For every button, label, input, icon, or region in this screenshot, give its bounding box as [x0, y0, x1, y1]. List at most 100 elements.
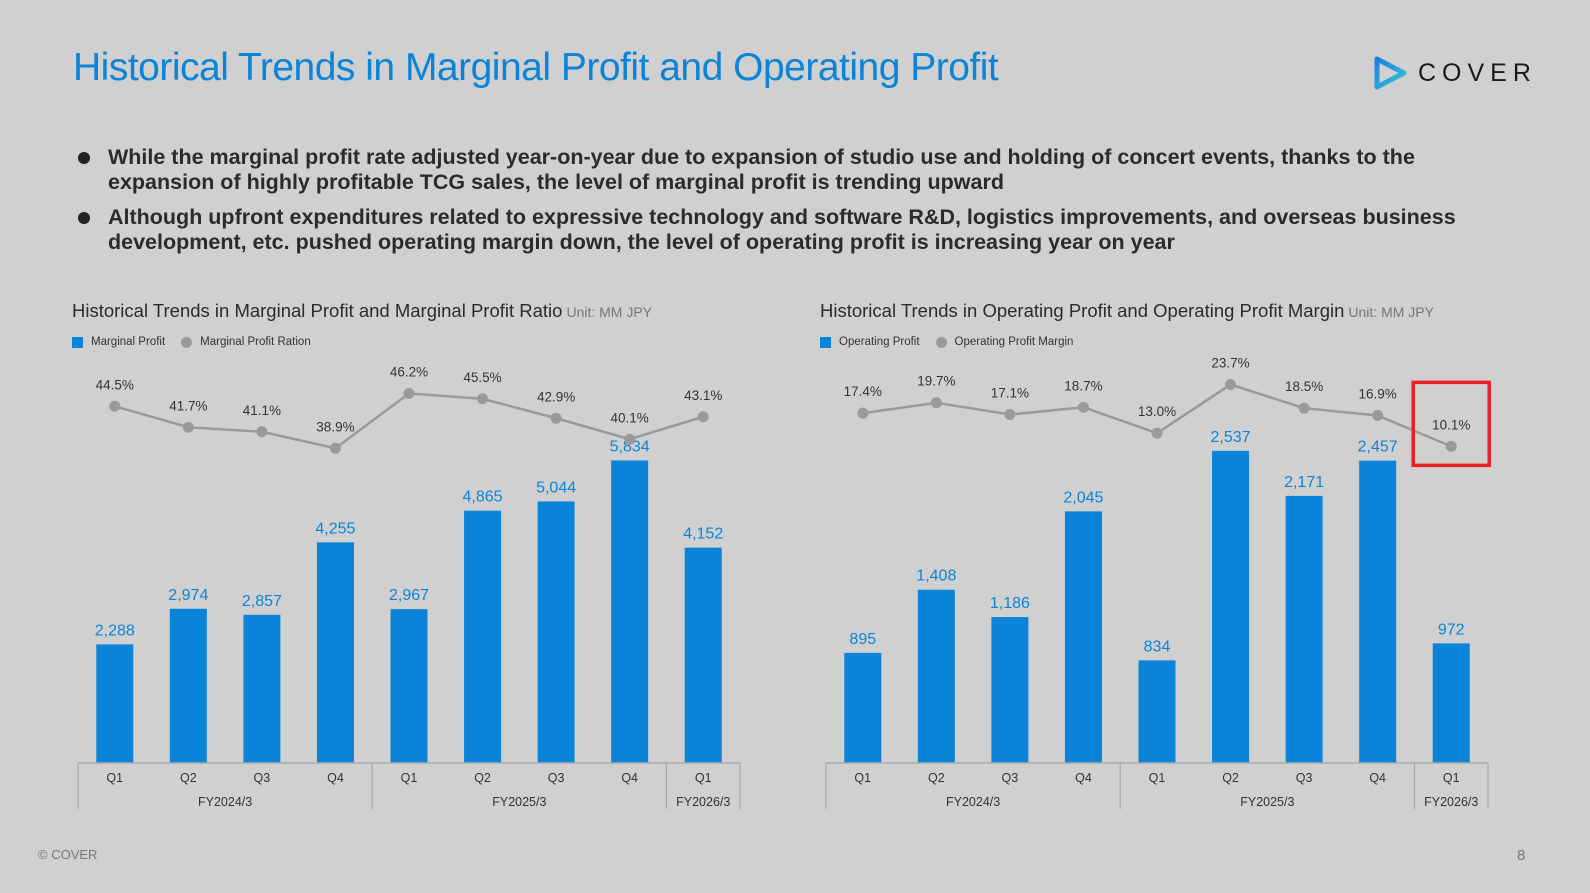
x-tick-label: Q2 — [1222, 771, 1239, 785]
highlight-box — [1411, 380, 1491, 468]
bar-value-label: 2,045 — [1063, 489, 1103, 506]
line-value-label: 18.5% — [1285, 379, 1323, 394]
x-tick-label: Q4 — [327, 771, 344, 785]
line-value-label: 41.7% — [169, 398, 207, 413]
line-value-label: 40.1% — [611, 410, 649, 425]
line-point — [109, 400, 121, 412]
bar-value-label: 1,408 — [916, 568, 956, 585]
line-value-label: 42.9% — [537, 389, 575, 404]
bar — [1359, 460, 1397, 763]
bar — [243, 614, 281, 763]
bar-value-label: 2,288 — [95, 622, 135, 639]
bar — [1064, 511, 1102, 763]
bar-value-label: 895 — [849, 631, 876, 648]
x-group-label: FY2024/3 — [946, 795, 1000, 809]
bar-value-label: 2,857 — [242, 593, 282, 610]
line-point — [256, 426, 268, 438]
x-tick-label: Q1 — [401, 771, 418, 785]
x-tick-label: Q4 — [1369, 771, 1386, 785]
marginal-chart-title: Historical Trends in Marginal Profit and… — [72, 300, 652, 322]
bar-value-label: 5,044 — [536, 479, 576, 496]
bullet-text: While the marginal profit rate adjusted … — [108, 145, 1415, 194]
bar-value-label: 972 — [1438, 621, 1465, 638]
line-value-label: 13.0% — [1138, 404, 1176, 419]
x-tick-label: Q1 — [1149, 771, 1166, 785]
bar-value-label: 2,537 — [1211, 429, 1251, 446]
operating-chart-title: Historical Trends in Operating Profit an… — [820, 300, 1434, 322]
bar-value-label: 4,865 — [463, 489, 503, 506]
bar-value-label: 2,974 — [168, 587, 208, 604]
legend-line-marker-icon — [181, 336, 193, 348]
bullet-item: While the marginal profit rate adjusted … — [78, 145, 1518, 195]
bar-value-label: 834 — [1144, 638, 1171, 655]
bar-value-label: 1,186 — [990, 595, 1030, 612]
line-point — [1077, 401, 1089, 413]
bar — [464, 510, 502, 763]
line-value-label: 18.7% — [1064, 378, 1102, 393]
line-point — [624, 433, 636, 445]
summary-bullets: While the marginal profit rate adjusted … — [78, 145, 1518, 265]
cover-logo: COVER — [1372, 55, 1537, 91]
bullet-text: Although upfront expenditures related to… — [108, 205, 1456, 254]
x-tick-label: Q4 — [621, 771, 638, 785]
x-group-label: FY2025/3 — [492, 795, 546, 809]
line-value-label: 45.5% — [463, 370, 501, 385]
bar — [1285, 495, 1323, 763]
line-point — [477, 393, 489, 405]
line-point — [857, 407, 869, 419]
line-point — [1445, 440, 1457, 452]
bullet-icon — [78, 152, 90, 164]
legend-label: Operating Profit — [839, 336, 920, 348]
bar — [917, 589, 955, 763]
line-value-label: 19.7% — [917, 374, 955, 389]
bar — [537, 501, 575, 763]
unit-label: Unit: MM JPY — [566, 304, 653, 320]
page-number: 8 — [1517, 847, 1526, 864]
bar — [390, 609, 428, 763]
bar — [1138, 660, 1176, 763]
bar-value-label: 4,255 — [315, 520, 355, 537]
line-value-label: 38.9% — [316, 419, 354, 434]
operating-profit-chart: 895 1,408 1,186 2,045 834 2,537 2,171 2,457 972 1… — [825, 356, 1491, 809]
line-point — [697, 411, 709, 423]
x-tick-label: Q3 — [1002, 771, 1019, 785]
play-triangle-logo-icon — [1374, 56, 1407, 90]
line-value-label: 10.1% — [1432, 417, 1470, 432]
unit-label: Unit: MM JPY — [1348, 304, 1434, 320]
line-point — [1004, 409, 1016, 421]
legend-bar-swatch-icon — [72, 336, 83, 348]
marginal-profit-chart: 2,288 2,974 2,857 4,255 2,967 4,865 5,044 5,834… — [77, 365, 741, 809]
x-tick-label: Q2 — [474, 771, 491, 785]
line-value-label: 46.2% — [390, 365, 428, 380]
x-group-label: FY2024/3 — [198, 795, 252, 809]
bar-value-label: 2,457 — [1358, 439, 1398, 456]
line-point — [329, 442, 341, 454]
legend-line-marker-icon — [935, 336, 947, 348]
x-tick-label: Q4 — [1075, 771, 1092, 785]
line-point — [930, 397, 942, 409]
legend-label: Marginal Profit — [91, 336, 166, 348]
logo-text: COVER — [1418, 58, 1537, 87]
legend-bar-swatch-icon — [820, 336, 831, 348]
x-tick-label: Q3 — [254, 771, 271, 785]
x-group-label: FY2026/3 — [1424, 795, 1478, 809]
line-point — [182, 421, 194, 433]
x-tick-label: Q3 — [1296, 771, 1313, 785]
line-value-label: 41.1% — [243, 403, 281, 418]
bullet-item: Although upfront expenditures related to… — [78, 205, 1518, 255]
bar — [611, 460, 649, 763]
bar-value-label: 5,834 — [610, 438, 650, 455]
copyright: © COVER — [38, 847, 98, 862]
bar — [991, 617, 1029, 763]
line-point — [1151, 427, 1163, 439]
bar — [844, 652, 882, 763]
operating-chart-legend: Operating Profit Operating Profit Margin — [820, 336, 1073, 348]
line-point — [403, 388, 415, 399]
x-tick-label: Q2 — [928, 771, 945, 785]
line-value-label: 43.1% — [684, 388, 722, 403]
bar — [316, 542, 354, 763]
bar — [169, 608, 207, 763]
line-point — [1298, 402, 1310, 414]
bar-value-label: 2,171 — [1284, 474, 1324, 491]
bullet-icon — [78, 212, 90, 224]
